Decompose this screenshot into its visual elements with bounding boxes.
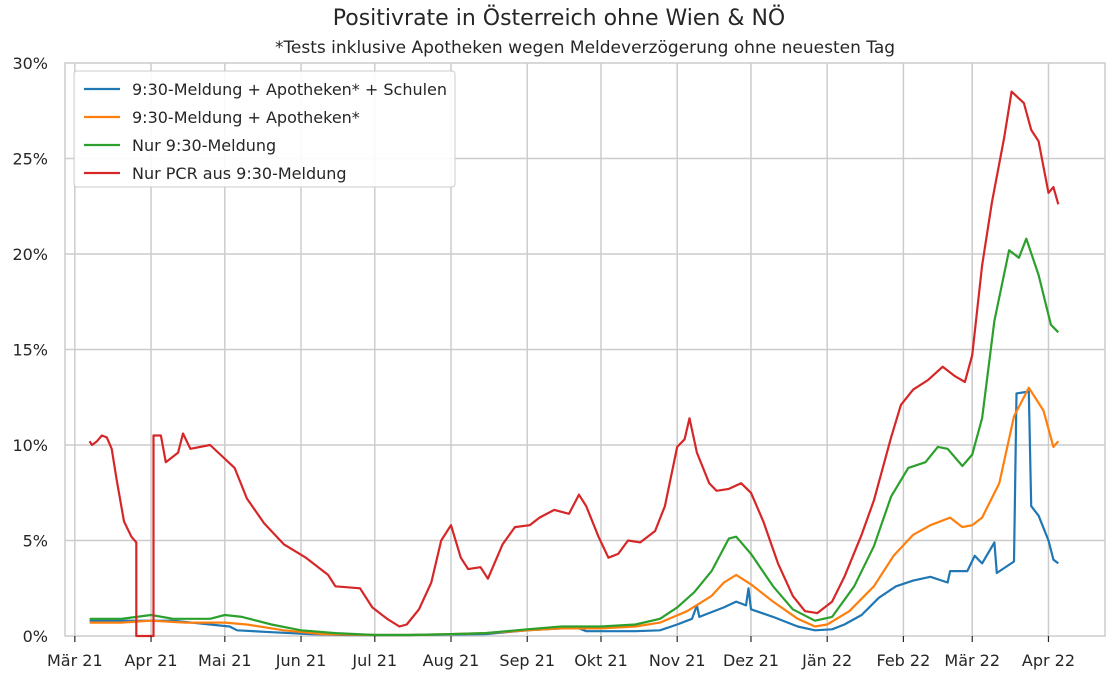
legend: 9:30-Meldung + Apotheken* + Schulen 9:30-… xyxy=(73,70,456,188)
y-tick-label: 15% xyxy=(12,341,48,360)
series-line-1 xyxy=(89,390,1059,637)
series-line-3 xyxy=(89,237,1060,637)
x-tick-label: Feb 22 xyxy=(877,651,931,670)
series-line-2 xyxy=(89,386,1060,637)
y-axis: 0% 5% 10% 15% 20% 25% 30% xyxy=(12,54,48,646)
y-tick-label: 5% xyxy=(23,532,48,551)
x-tick-label: Apr 22 xyxy=(1022,651,1075,670)
series-line-4 xyxy=(88,90,1060,638)
x-tick-label: Mär 22 xyxy=(944,651,1000,670)
x-tick-label: Mär 21 xyxy=(47,651,103,670)
y-tick-label: 25% xyxy=(12,150,48,169)
x-tick-label: Okt 21 xyxy=(574,651,628,670)
x-tick-label: Nov 21 xyxy=(649,651,706,670)
y-tick-label: 30% xyxy=(12,54,48,73)
x-tick-label: Jun 21 xyxy=(275,651,326,670)
y-tick-label: 10% xyxy=(12,436,48,455)
chart-title: Positivrate in Österreich ohne Wien & NÖ xyxy=(332,6,786,31)
x-tick-label: Dez 21 xyxy=(723,651,779,670)
x-tick-label: Jul 21 xyxy=(351,651,397,670)
x-axis: Mär 21 Apr 21 Mai 21 Jun 21 Jul 21 Aug 21 Sep … xyxy=(47,636,1075,670)
x-tick-label: Apr 21 xyxy=(124,651,177,670)
y-tick-label: 20% xyxy=(12,245,48,264)
chart-subtitle: *Tests inklusive Apotheken wegen Meldeve… xyxy=(274,38,896,58)
x-tick-label: Jän 22 xyxy=(801,651,852,670)
x-tick-label: Sep 21 xyxy=(499,651,555,670)
legend-box xyxy=(73,70,456,188)
legend-label: 9:30-Meldung + Apotheken* xyxy=(132,108,360,127)
legend-label: 9:30-Meldung + Apotheken* + Schulen xyxy=(132,80,447,99)
legend-label: Nur PCR aus 9:30-Meldung xyxy=(132,164,347,183)
x-tick-label: Aug 21 xyxy=(423,651,480,670)
series-group xyxy=(88,90,1060,638)
legend-label: Nur 9:30-Meldung xyxy=(132,136,276,155)
x-tick-label: Mai 21 xyxy=(198,651,252,670)
plot-area xyxy=(64,62,1106,637)
y-tick-label: 0% xyxy=(23,627,48,646)
